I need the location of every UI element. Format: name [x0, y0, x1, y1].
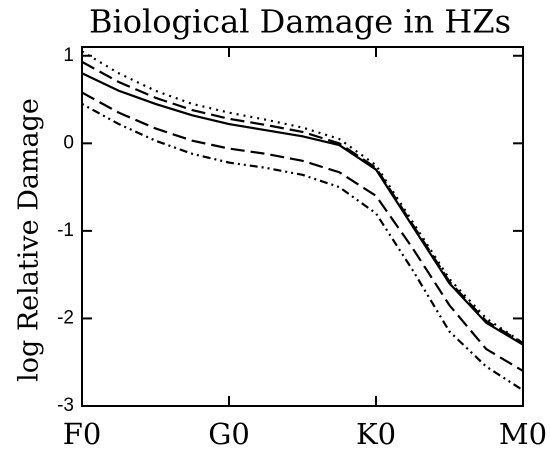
- series-line: [81, 50, 524, 344]
- y-axis-label: log Relative Damage: [14, 98, 45, 382]
- y-tick-label: -1: [57, 220, 74, 241]
- y-tick-label: 1: [63, 45, 74, 66]
- y-tick-label: 0: [63, 132, 74, 153]
- x-tick-label: F0: [63, 417, 102, 451]
- x-tick-label: M0: [499, 417, 547, 451]
- series-line: [81, 60, 524, 344]
- y-tick-label: -2: [57, 307, 74, 328]
- chart-title: Biological Damage in HZs: [89, 3, 511, 41]
- series-line: [81, 102, 524, 392]
- series-line: [81, 72, 524, 346]
- x-tick-label: K0: [356, 417, 396, 451]
- plot-frame: [81, 46, 524, 407]
- y-tick-label: -3: [57, 395, 74, 416]
- x-tick-label: G0: [208, 417, 250, 451]
- series-line: [81, 91, 524, 372]
